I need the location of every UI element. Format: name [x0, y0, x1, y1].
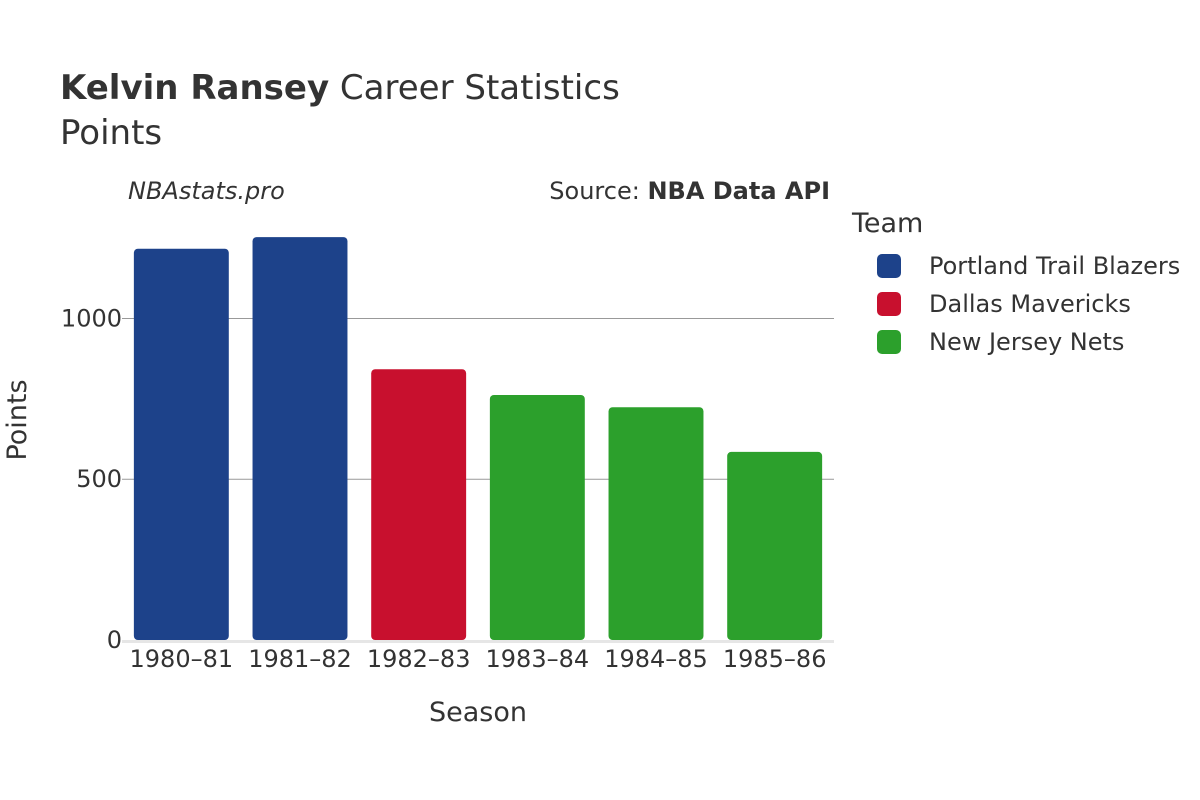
legend-item-new-jersey[interactable]: New Jersey Nets [852, 323, 1180, 361]
legend-label-new-jersey: New Jersey Nets [929, 328, 1125, 356]
legend-label-dallas: Dallas Mavericks [929, 290, 1131, 318]
chart-subtitle: Points [60, 113, 163, 153]
chart-title-suffix: Career Statistics [329, 68, 620, 108]
source-name: NBA Data API [647, 177, 830, 205]
x-tick-label: 1980–81 [130, 645, 234, 673]
legend-item-portland[interactable]: Portland Trail Blazers [852, 247, 1180, 285]
y-axis-title: Points [2, 379, 33, 460]
x-tick-label: 1981–82 [248, 645, 352, 673]
grid-lines [122, 317, 834, 480]
chart-title-player: Kelvin Ransey [60, 68, 330, 108]
legend-item-dallas[interactable]: Dallas Mavericks [852, 285, 1180, 323]
bar [371, 369, 467, 640]
x-tick-label: 1982–83 [367, 645, 471, 673]
x-tick-label: 1983–84 [486, 645, 590, 673]
y-tick-label: 1000 [61, 304, 122, 332]
source-prefix: Source: [549, 177, 648, 205]
chart-title: Kelvin Ransey Career Statistics [60, 68, 620, 108]
legend-swatch-portland [877, 254, 901, 278]
source-credit: Source: NBA Data API [549, 177, 830, 205]
legend-label-portland: Portland Trail Blazers [929, 252, 1181, 280]
bar [727, 451, 823, 640]
bars [133, 237, 823, 641]
bar [252, 237, 348, 640]
bar [489, 394, 585, 640]
bar [608, 407, 704, 640]
legend-swatch-dallas [877, 292, 901, 316]
axes: 0 500 1000 1980–81 1981–82 1982–83 1983–84 1984… [2, 304, 834, 728]
legend-swatch-new-jersey [877, 330, 901, 354]
y-tick-label: 0 [107, 626, 122, 654]
bar [133, 248, 229, 641]
x-tick-label: 1984–85 [604, 645, 708, 673]
watermark: NBAstats.pro [128, 177, 285, 205]
x-tick-label: 1985–86 [723, 645, 827, 673]
y-tick-label: 500 [76, 465, 122, 493]
legend-title: Team [852, 208, 924, 239]
x-axis-title: Season [429, 697, 527, 728]
legend: Team Portland Trail Blazers Dallas Maver… [852, 208, 1180, 361]
